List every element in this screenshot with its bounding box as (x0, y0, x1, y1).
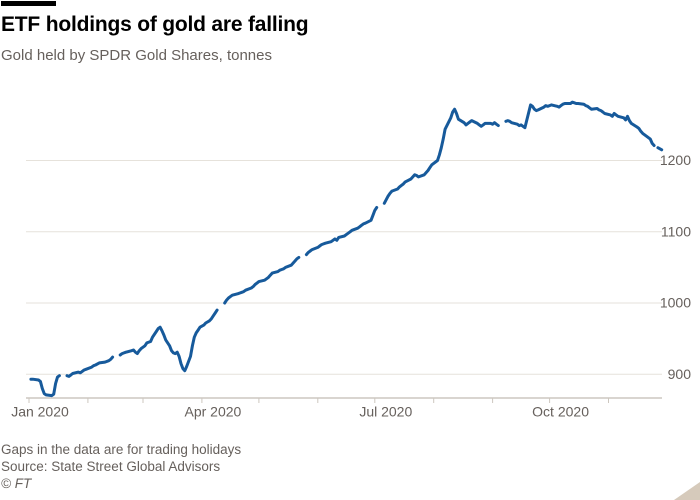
source-line: Source: State Street Global Advisors (1, 459, 221, 474)
gold-holdings-series-segment (382, 107, 500, 205)
resize-corner-handle[interactable] (674, 482, 700, 500)
chart-subtitle: Gold held by SPDR Gold Shares, tonnes (1, 47, 272, 64)
footnote-gaps: Gaps in the data are for trading holiday… (1, 442, 242, 457)
gold-holdings-series-segment (118, 308, 219, 373)
y-axis-label-1200: 1200 (660, 152, 691, 168)
x-axis-label: Apr 2020 (184, 404, 241, 420)
gold-holdings-series-segment (223, 255, 301, 305)
gold-holdings-series-segment (65, 355, 115, 378)
y-axis-label-1000: 1000 (660, 295, 691, 311)
gold-holdings-series-segment (29, 374, 61, 398)
gold-holdings-series-segment (304, 206, 379, 257)
title-accent-bar (1, 1, 56, 6)
x-axis-label: Jul 2020 (359, 404, 412, 420)
copyright-ft: © FT (1, 476, 32, 491)
chart-title: ETF holdings of gold are falling (1, 13, 309, 36)
y-axis-label-900: 900 (668, 366, 692, 382)
chart-footer: Gaps in the data are for trading holiday… (1, 441, 241, 492)
x-axis-label: Jan 2020 (11, 404, 69, 420)
y-axis-label-1100: 1100 (661, 223, 691, 239)
x-axis-label: Oct 2020 (532, 404, 589, 420)
gold-holdings-series-segment (504, 100, 656, 147)
gold-holdings-series-segment (656, 146, 664, 152)
